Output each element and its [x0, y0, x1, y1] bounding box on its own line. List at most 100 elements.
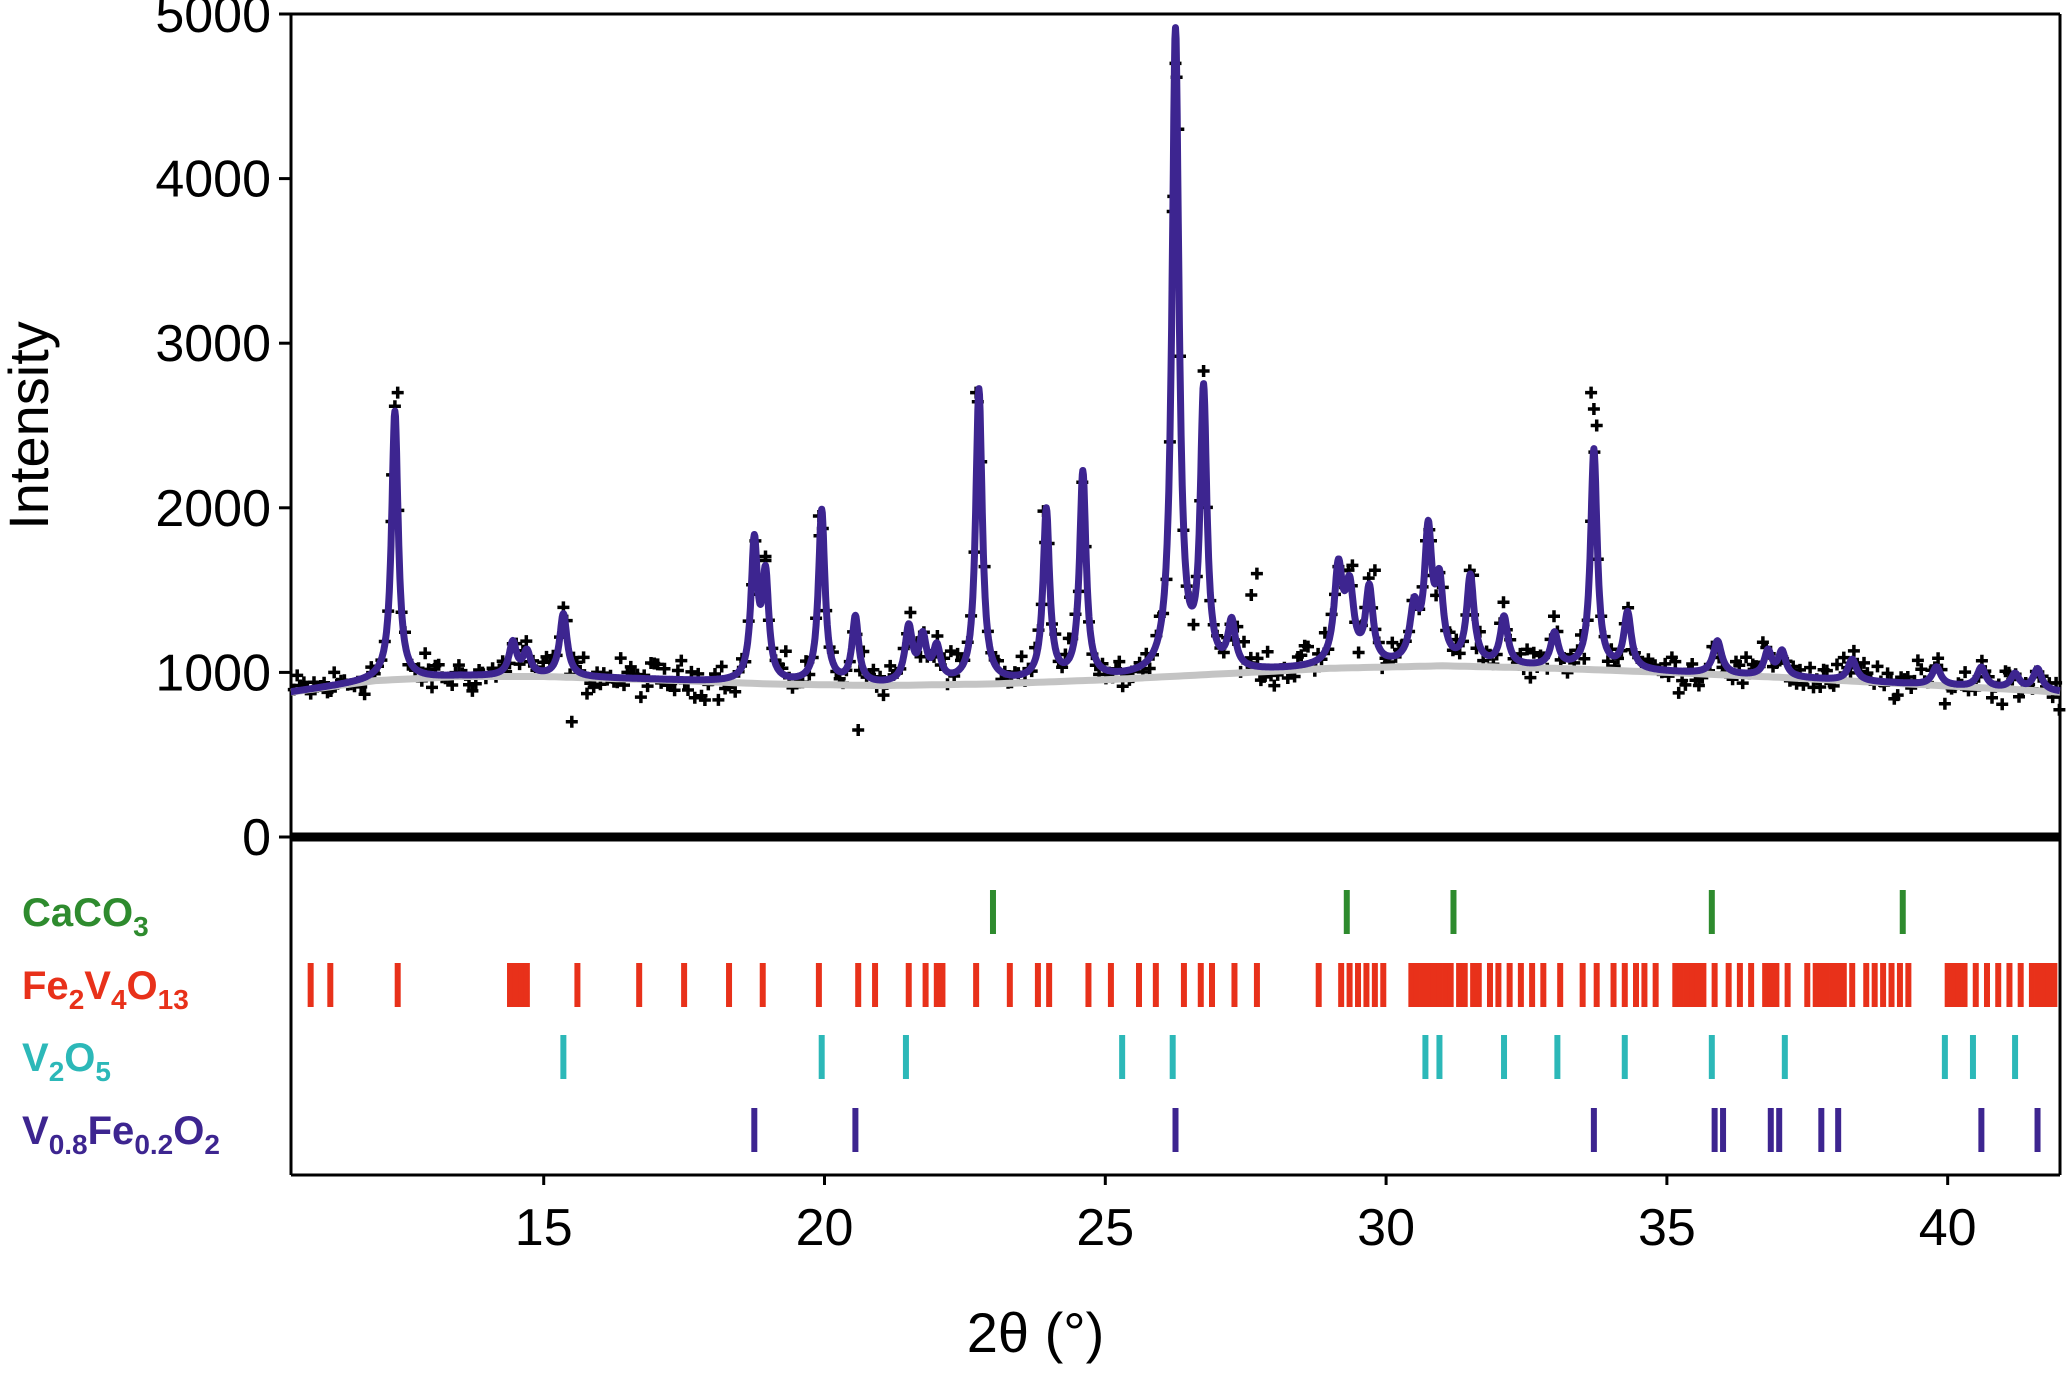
observed-point — [675, 654, 688, 667]
observed-point — [1302, 640, 1314, 653]
observed-point — [1497, 596, 1510, 609]
observed-point — [1250, 567, 1263, 580]
observed-point — [1986, 691, 1998, 704]
observed-point — [1585, 386, 1598, 399]
observed-point — [712, 693, 725, 706]
phase-label-2: V2O5 — [22, 1036, 111, 1087]
observed-point — [682, 684, 694, 696]
x-tick-label: 40 — [1919, 1199, 1977, 1257]
observed-point — [1352, 646, 1365, 659]
x-tick-label: 30 — [1357, 1199, 1415, 1257]
observed-point — [1521, 643, 1534, 656]
phase-labels: CaCO3 Fe2V4O13 V2O5 V0.8Fe0.2O2 — [22, 891, 220, 1160]
observed-point — [1804, 661, 1817, 674]
observed-point — [1820, 664, 1833, 677]
observed-point — [634, 691, 647, 704]
observed-point — [1692, 679, 1705, 692]
observed-point — [685, 665, 698, 678]
y-axis-title: Intensity — [0, 321, 60, 530]
observed-point — [904, 606, 917, 619]
observed-point — [2053, 703, 2066, 716]
observed-point — [1268, 679, 1281, 692]
x-axis-title: 2θ (°) — [967, 1301, 1105, 1364]
observed-point — [419, 647, 432, 660]
observed-point — [1143, 662, 1156, 675]
observed-point — [1295, 649, 1308, 662]
observed-point — [1911, 654, 1924, 667]
observed-point — [1871, 660, 1884, 673]
observed-point — [668, 684, 681, 697]
observed-point — [877, 689, 890, 702]
observed-point — [671, 664, 684, 677]
y-tick-label: 4000 — [155, 151, 271, 209]
observed-point — [1881, 667, 1894, 680]
observed-point — [1578, 652, 1591, 665]
observed-point — [1346, 559, 1359, 572]
observed-point — [1847, 644, 1860, 657]
x-tick-label: 15 — [515, 1199, 573, 1257]
observed-point — [577, 651, 590, 664]
phase-label-3: V0.8Fe0.2O2 — [22, 1109, 220, 1160]
observed-point — [358, 688, 371, 701]
observed-point — [1642, 653, 1655, 666]
plot-area: 0 1000 2000 3000 4000 5000 15 20 25 30 35 40 — [155, 0, 2066, 1257]
observed-point — [587, 681, 600, 694]
observed-point — [1245, 589, 1258, 601]
observed-point — [1015, 650, 1028, 663]
observed-point — [624, 660, 637, 673]
reflection-markers — [307, 890, 2058, 1152]
observed-point — [658, 662, 671, 675]
observed-point — [698, 694, 711, 706]
observed-point — [852, 724, 865, 736]
observed-point — [1548, 610, 1560, 623]
observed-point — [565, 715, 578, 728]
phase-label-1: Fe2V4O13 — [22, 964, 189, 1015]
observed-point — [391, 386, 404, 399]
observed-point — [1590, 419, 1603, 432]
y-tick-label: 1000 — [155, 644, 271, 702]
observed-point — [426, 681, 438, 694]
observed-point — [1197, 365, 1210, 377]
observed-point — [1669, 655, 1682, 668]
observed-point — [581, 687, 593, 700]
x-axis-ticks: 15 20 25 30 35 40 — [515, 1175, 1977, 1257]
observed-point — [944, 645, 957, 658]
observed-point — [1238, 635, 1250, 648]
observed-point — [951, 647, 964, 660]
y-tick-label: 0 — [242, 809, 271, 867]
observed-point — [614, 652, 627, 665]
observed-point — [779, 645, 792, 658]
x-tick-label: 20 — [796, 1199, 854, 1257]
observed-point — [1524, 671, 1537, 684]
observed-point — [466, 684, 479, 697]
observed-point — [1831, 658, 1843, 671]
observed-point — [1938, 697, 1951, 710]
observed-point — [884, 659, 897, 672]
observed-point — [1187, 618, 1200, 631]
observed-point — [1251, 652, 1264, 665]
observed-point — [867, 663, 880, 676]
x-tick-label: 25 — [1076, 1199, 1134, 1257]
observed-point — [328, 666, 341, 679]
observed-point — [715, 660, 728, 673]
y-tick-label: 5000 — [155, 0, 271, 44]
observed-point — [1368, 564, 1381, 577]
observed-point — [1587, 403, 1600, 415]
observed-point — [1261, 645, 1274, 658]
observed-point — [291, 669, 304, 682]
observed-point — [651, 658, 664, 671]
y-tick-label: 3000 — [155, 315, 271, 373]
observed-point — [1740, 651, 1753, 664]
observed-point — [1891, 689, 1904, 702]
observed-point — [1837, 651, 1850, 664]
phase-label-0: CaCO3 — [22, 891, 149, 942]
observed-point — [1915, 663, 1928, 676]
observed-point — [520, 635, 533, 648]
observed-point — [1113, 655, 1126, 668]
observed-point — [1996, 698, 2009, 711]
observed-point — [1386, 636, 1399, 649]
observed-point — [1679, 678, 1692, 691]
observed-point — [1858, 656, 1870, 669]
observed-point — [1527, 646, 1540, 659]
